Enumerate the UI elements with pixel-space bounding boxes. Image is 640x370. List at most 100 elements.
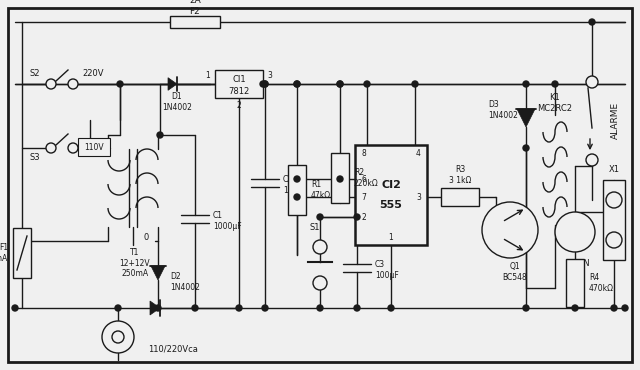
Bar (355, 145, 427, 245)
Text: 7: 7 (361, 192, 366, 202)
Polygon shape (517, 109, 535, 127)
Text: ALARME: ALARME (611, 101, 620, 138)
Circle shape (523, 145, 529, 151)
Circle shape (68, 79, 78, 89)
Circle shape (192, 305, 198, 311)
Circle shape (117, 81, 123, 87)
Text: 2: 2 (361, 212, 365, 222)
Text: D1
1N4002: D1 1N4002 (162, 92, 192, 112)
Bar (331, 153, 349, 203)
Bar (441, 188, 479, 206)
Circle shape (313, 276, 327, 290)
Circle shape (354, 214, 360, 220)
Circle shape (523, 305, 529, 311)
Text: 8: 8 (361, 149, 365, 158)
Text: S3: S3 (29, 154, 40, 162)
Text: R2
220kΩ: R2 220kΩ (354, 168, 379, 188)
Text: 4: 4 (416, 149, 421, 158)
Bar (170, 16, 220, 28)
Circle shape (611, 305, 617, 311)
Text: 1: 1 (388, 232, 394, 242)
Circle shape (482, 202, 538, 258)
Text: 3: 3 (267, 71, 272, 81)
Text: C3
100μF: C3 100μF (375, 260, 399, 280)
Circle shape (155, 305, 161, 311)
Circle shape (337, 81, 343, 87)
Text: R4
470kΩ: R4 470kΩ (589, 273, 614, 293)
Circle shape (606, 232, 622, 248)
Circle shape (412, 81, 418, 87)
Circle shape (589, 19, 595, 25)
Circle shape (572, 305, 578, 311)
Text: CI1: CI1 (232, 74, 246, 84)
Bar (603, 180, 625, 260)
Text: C2
100μF: C2 100μF (283, 175, 307, 195)
Text: 2: 2 (237, 101, 241, 111)
Circle shape (262, 81, 268, 87)
Circle shape (46, 143, 56, 153)
Circle shape (102, 321, 134, 353)
Circle shape (317, 214, 323, 220)
Text: S2: S2 (29, 70, 40, 78)
Text: D3
1N4002: D3 1N4002 (488, 100, 518, 120)
Text: 0: 0 (143, 232, 148, 242)
Circle shape (46, 79, 56, 89)
Bar (566, 259, 584, 307)
Text: T1
12+12V
250mA: T1 12+12V 250mA (120, 248, 150, 278)
Circle shape (294, 176, 300, 182)
Circle shape (364, 81, 370, 87)
Circle shape (337, 81, 343, 87)
Circle shape (12, 305, 18, 311)
Text: 555: 555 (380, 200, 403, 210)
Circle shape (115, 305, 121, 311)
Text: 2A
F2: 2A F2 (189, 0, 201, 16)
Circle shape (354, 305, 360, 311)
Bar (288, 165, 306, 215)
Circle shape (262, 305, 268, 311)
Circle shape (586, 154, 598, 166)
Text: CI2: CI2 (381, 180, 401, 190)
Text: K1
MC2RC2: K1 MC2RC2 (538, 93, 573, 113)
Circle shape (586, 76, 598, 88)
Text: F1
500mA: F1 500mA (0, 243, 8, 263)
Circle shape (236, 305, 242, 311)
Circle shape (606, 192, 622, 208)
Circle shape (294, 194, 300, 200)
Circle shape (262, 81, 268, 87)
Circle shape (68, 143, 78, 153)
Circle shape (294, 81, 300, 87)
Text: C1
1000μF: C1 1000μF (213, 211, 242, 231)
Circle shape (523, 81, 529, 87)
Polygon shape (151, 266, 165, 280)
Text: R1
47kΩ: R1 47kΩ (311, 180, 331, 200)
Text: 1: 1 (205, 71, 210, 81)
Text: 220V: 220V (82, 70, 104, 78)
Bar (78, 138, 110, 156)
Text: 110/220Vca: 110/220Vca (148, 344, 198, 353)
Circle shape (555, 212, 595, 252)
Text: 3: 3 (416, 192, 421, 202)
Text: D2
1N4002: D2 1N4002 (170, 272, 200, 292)
Bar (215, 70, 263, 98)
Text: R3
3 1kΩ: R3 3 1kΩ (449, 165, 471, 185)
Bar (13, 228, 31, 278)
Circle shape (337, 176, 343, 182)
Circle shape (622, 305, 628, 311)
Text: NEON: NEON (564, 259, 589, 269)
Polygon shape (150, 301, 160, 315)
Text: S1: S1 (310, 222, 320, 232)
Text: Q1
BC548: Q1 BC548 (502, 262, 527, 282)
Text: 110V: 110V (84, 142, 104, 151)
Circle shape (552, 81, 558, 87)
Circle shape (260, 81, 266, 87)
Polygon shape (168, 78, 177, 90)
Circle shape (294, 81, 300, 87)
Text: 6: 6 (361, 175, 366, 184)
Circle shape (388, 305, 394, 311)
Circle shape (157, 132, 163, 138)
Text: X1: X1 (609, 165, 620, 175)
Text: 7812: 7812 (228, 87, 250, 95)
Circle shape (317, 305, 323, 311)
Circle shape (313, 240, 327, 254)
Circle shape (112, 331, 124, 343)
